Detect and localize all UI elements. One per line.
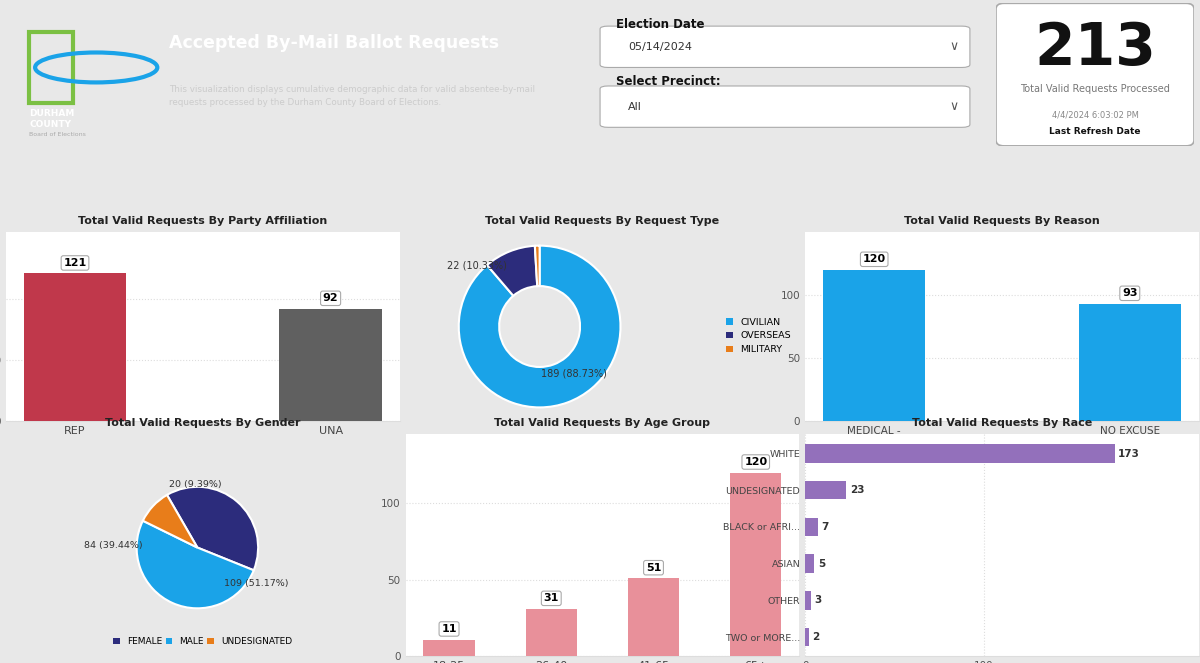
Text: ∨: ∨: [949, 100, 959, 113]
Text: 51: 51: [646, 563, 661, 573]
Text: 05/14/2024: 05/14/2024: [629, 42, 692, 52]
Text: Accepted By-Mail Ballot Requests: Accepted By-Mail Ballot Requests: [169, 34, 499, 52]
Text: 213: 213: [1034, 21, 1156, 78]
Text: 5: 5: [817, 559, 824, 569]
Wedge shape: [458, 246, 620, 407]
Legend: CIVILIAN, OVERSEAS, MILITARY: CIVILIAN, OVERSEAS, MILITARY: [722, 314, 794, 358]
Wedge shape: [143, 495, 197, 548]
Bar: [823, 270, 925, 421]
Bar: [24, 274, 126, 421]
Text: 93: 93: [1122, 288, 1138, 298]
Bar: [526, 609, 577, 656]
Text: Total Valid Requests Processed: Total Valid Requests Processed: [1020, 84, 1170, 94]
Bar: [805, 518, 817, 536]
Text: Board of Elections: Board of Elections: [29, 131, 86, 137]
Bar: [805, 628, 809, 646]
FancyBboxPatch shape: [996, 3, 1194, 146]
Wedge shape: [487, 246, 538, 296]
Text: 84 (39.44%): 84 (39.44%): [84, 540, 143, 550]
Text: 7: 7: [821, 522, 829, 532]
FancyBboxPatch shape: [600, 86, 970, 127]
Text: DURHAM
COUNTY: DURHAM COUNTY: [29, 109, 74, 129]
Wedge shape: [535, 246, 540, 286]
FancyBboxPatch shape: [600, 26, 970, 68]
Wedge shape: [137, 520, 253, 609]
Bar: [1079, 304, 1181, 421]
Text: 4/4/2024 6:03:02 PM: 4/4/2024 6:03:02 PM: [1051, 110, 1139, 119]
Wedge shape: [167, 487, 258, 570]
Text: 120: 120: [863, 255, 886, 265]
Text: 31: 31: [544, 593, 559, 603]
Bar: [730, 473, 781, 656]
Title: Total Valid Requests By Age Group: Total Valid Requests By Age Group: [494, 418, 710, 428]
Text: 3: 3: [814, 595, 821, 605]
Legend: FEMALE, MALE, UNDESIGNATED: FEMALE, MALE, UNDESIGNATED: [110, 633, 295, 650]
Text: 109 (51.17%): 109 (51.17%): [224, 579, 289, 587]
Text: 92: 92: [323, 293, 338, 303]
Bar: [280, 309, 382, 421]
Text: 120: 120: [744, 457, 767, 467]
Bar: [29, 32, 73, 103]
Text: Last Refresh Date: Last Refresh Date: [1049, 127, 1141, 136]
Text: Select Precinct:: Select Precinct:: [616, 75, 721, 88]
Title: Total Valid Requests By Party Affiliation: Total Valid Requests By Party Affiliatio…: [78, 215, 328, 225]
Text: 23: 23: [850, 485, 864, 495]
Bar: [805, 554, 814, 573]
Text: 22 (10.33%): 22 (10.33%): [446, 261, 506, 271]
Bar: [628, 578, 679, 656]
Text: 20 (9.39%): 20 (9.39%): [169, 480, 222, 489]
Text: 173: 173: [1118, 449, 1140, 459]
Title: Total Valid Requests By Gender: Total Valid Requests By Gender: [106, 418, 300, 428]
Bar: [805, 591, 810, 609]
Text: Election Date: Election Date: [616, 18, 704, 30]
Text: All: All: [629, 101, 642, 111]
Text: 121: 121: [64, 258, 86, 268]
Title: Total Valid Requests By Race: Total Valid Requests By Race: [912, 418, 1092, 428]
Bar: [424, 640, 475, 656]
Bar: [805, 444, 1115, 463]
Text: This visualization displays cumulative demographic data for valid absentee-by-ma: This visualization displays cumulative d…: [169, 84, 535, 107]
Bar: [805, 481, 846, 499]
Title: Total Valid Requests By Reason: Total Valid Requests By Reason: [904, 215, 1100, 225]
Text: 189 (88.73%): 189 (88.73%): [541, 369, 606, 379]
Text: ∨: ∨: [949, 40, 959, 53]
Title: Total Valid Requests By Request Type: Total Valid Requests By Request Type: [485, 215, 720, 225]
Text: 2: 2: [812, 632, 820, 642]
Text: 11: 11: [442, 624, 457, 634]
